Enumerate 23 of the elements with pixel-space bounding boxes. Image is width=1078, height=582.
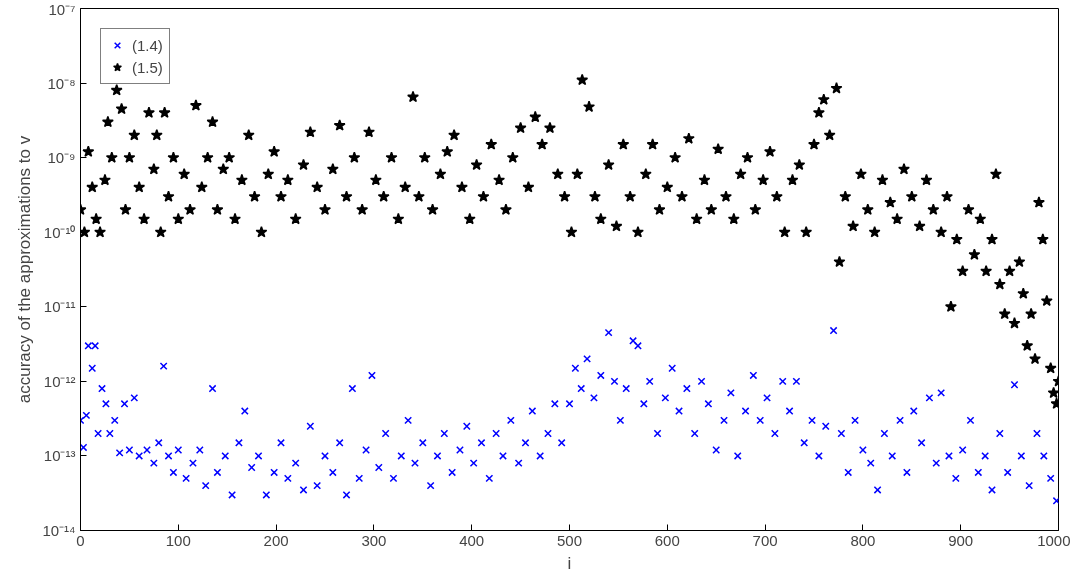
- x-tick-label: 400: [459, 531, 485, 549]
- x-tick-label: 900: [948, 531, 974, 549]
- y-tick-label: 10⁻⁷: [48, 0, 76, 18]
- x-axis-title: i: [567, 553, 572, 573]
- y-tick-label: 10⁻⁹: [47, 149, 76, 167]
- y-tick-label: 10⁻¹³: [43, 447, 76, 465]
- y-tick-label: 10⁻¹²: [43, 372, 76, 390]
- y-tick-label: 10⁻¹¹: [43, 298, 76, 316]
- x-tick-label: 300: [361, 531, 387, 549]
- y-tick-label: 10⁻¹⁴: [42, 522, 76, 539]
- y-tick-label: 10⁻⁸: [47, 74, 76, 92]
- x-tick-label: 600: [654, 531, 680, 549]
- x-tick-label: 0: [76, 531, 85, 549]
- legend-label: (1.5): [132, 58, 163, 76]
- x-tick-label: 500: [556, 531, 583, 549]
- legend-label: (1.4): [132, 36, 163, 54]
- x-tick-label: 1000: [1037, 531, 1071, 549]
- y-tick-label: 10⁻¹⁰: [43, 223, 76, 241]
- x-tick-label: 100: [165, 531, 191, 549]
- y-axis-title: accuracy of the approximations to v: [15, 135, 35, 404]
- x-tick-label: 800: [850, 531, 876, 549]
- x-tick-label: 700: [752, 531, 778, 549]
- x-tick-label: 200: [263, 531, 289, 549]
